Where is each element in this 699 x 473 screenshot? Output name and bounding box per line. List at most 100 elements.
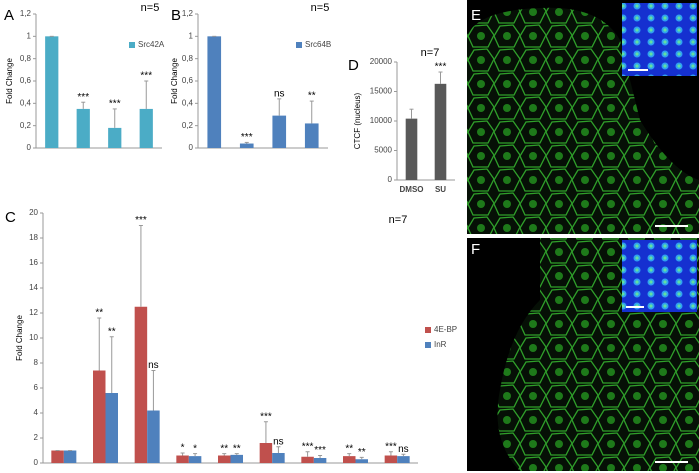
bar <box>63 450 77 463</box>
y-tick-label: 0,4 <box>20 98 32 107</box>
significance: ** <box>220 443 228 454</box>
y-tick-label: 12 <box>29 308 38 317</box>
bar <box>405 118 418 180</box>
bar <box>355 459 368 463</box>
sample-size: n=7 <box>421 47 440 59</box>
sample-size: n=5 <box>311 2 330 14</box>
y-tick-label: 1 <box>27 31 32 40</box>
bar <box>45 36 59 149</box>
bar <box>176 455 189 463</box>
bar <box>108 127 122 148</box>
y-tick-label: 16 <box>29 258 38 267</box>
sample-size: n=7 <box>389 214 408 226</box>
significance: *** <box>435 62 447 73</box>
y-tick-label: 0 <box>27 143 32 152</box>
bar <box>272 453 285 463</box>
y-tick-label: 20 <box>29 208 38 217</box>
significance: ns <box>398 444 409 455</box>
y-tick-label: 0,6 <box>182 76 194 85</box>
significance: * <box>181 443 185 454</box>
significance: ** <box>108 326 116 337</box>
legend-label: Src64B <box>305 40 331 49</box>
image-e: E <box>467 0 699 234</box>
legend-swatch <box>129 42 135 48</box>
y-tick-label: 10000 <box>370 116 393 125</box>
bar <box>188 456 202 463</box>
bar <box>105 393 118 463</box>
y-tick-label: 0,4 <box>182 98 194 107</box>
significance: *** <box>385 441 397 452</box>
significance: *** <box>109 99 121 110</box>
significance: *** <box>140 71 152 82</box>
y-axis-label: Fold Change <box>15 315 24 361</box>
legend-swatch <box>425 327 431 333</box>
image-f: F <box>467 238 699 471</box>
significance: ** <box>95 308 103 319</box>
bar <box>434 83 447 180</box>
significance: ns <box>274 89 285 100</box>
significance: *** <box>135 215 147 226</box>
significance: *** <box>77 92 89 103</box>
bar <box>343 456 356 463</box>
panel-letter: C <box>5 209 16 226</box>
significance: *** <box>260 411 272 422</box>
y-axis-label: Fold Change <box>170 58 179 104</box>
y-axis-label: CTCF (nucleus) <box>353 92 362 149</box>
inset <box>622 240 697 312</box>
panel-letter: E <box>471 7 481 24</box>
y-tick-label: 20000 <box>370 57 393 66</box>
y-tick-label: 18 <box>29 233 38 242</box>
y-tick-label: 14 <box>29 283 38 292</box>
bar <box>259 443 273 463</box>
significance: *** <box>302 441 314 452</box>
legend-swatch <box>296 42 302 48</box>
y-tick-label: 0 <box>189 143 194 152</box>
y-tick-label: 4 <box>34 408 39 417</box>
bar <box>147 410 160 463</box>
y-tick-label: 5000 <box>374 146 392 155</box>
x-tick-label: SU <box>435 185 446 194</box>
panel-letter: D <box>348 57 359 74</box>
significance: *** <box>314 445 326 456</box>
significance: ** <box>345 443 353 454</box>
bar <box>301 456 314 463</box>
y-tick-label: 1,2 <box>182 9 194 18</box>
y-tick-label: 0 <box>34 458 39 467</box>
panel-letter: A <box>4 7 14 24</box>
significance: * <box>193 443 197 454</box>
bar <box>134 306 148 463</box>
y-tick-label: 0,8 <box>20 54 32 63</box>
y-axis-label: Fold Change <box>5 58 14 104</box>
significance: ** <box>358 447 366 458</box>
y-tick-label: 6 <box>34 383 39 392</box>
bar <box>139 108 153 148</box>
bar <box>313 458 327 463</box>
x-tick-label: DMSO <box>400 185 424 194</box>
y-tick-label: 1,2 <box>20 9 32 18</box>
y-tick-label: 0,2 <box>182 121 194 130</box>
bar <box>397 456 410 463</box>
bar <box>51 450 64 463</box>
bar <box>76 108 90 148</box>
legend-swatch <box>425 342 431 348</box>
significance: ** <box>233 443 241 454</box>
tissue <box>467 7 640 120</box>
bar <box>207 36 222 149</box>
legend-label: InR <box>434 340 447 349</box>
legend-label: 4E-BP <box>434 325 457 334</box>
y-tick-label: 15000 <box>370 87 393 96</box>
significance: ns <box>148 360 159 371</box>
y-tick-label: 0,2 <box>20 121 32 130</box>
y-tick-label: 10 <box>29 333 38 342</box>
bar <box>93 370 106 463</box>
inset <box>622 3 697 76</box>
y-tick-label: 0 <box>388 175 393 184</box>
legend-label: Src42A <box>138 40 165 49</box>
sample-size: n=5 <box>141 2 160 14</box>
bar <box>304 123 319 148</box>
bar <box>239 143 254 148</box>
significance: *** <box>241 132 253 143</box>
bar <box>272 115 287 148</box>
bar <box>384 455 398 463</box>
